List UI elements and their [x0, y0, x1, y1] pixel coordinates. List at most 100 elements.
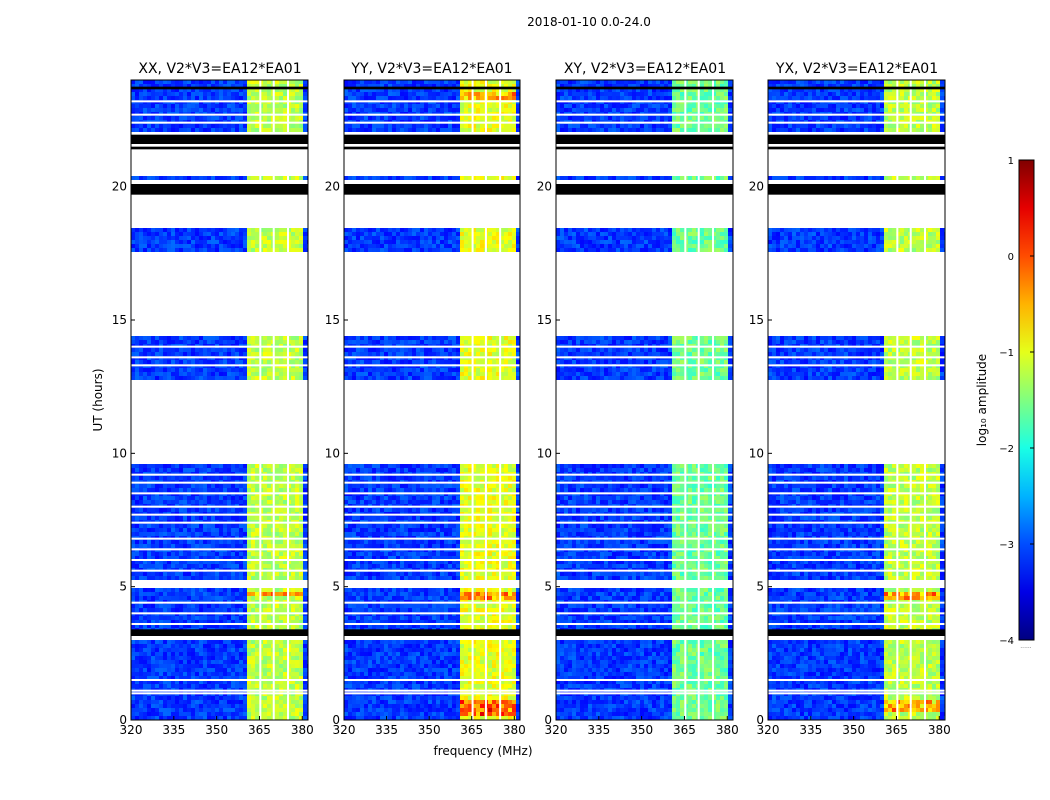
heatmap-cell	[283, 340, 287, 344]
heatmap-cell	[468, 88, 472, 92]
heatmap-cell	[243, 336, 247, 340]
heatmap-cell	[267, 176, 271, 180]
heatmap-cell	[219, 484, 223, 488]
heatmap-cell	[195, 336, 199, 340]
heatmap-cell	[267, 376, 271, 380]
heatmap-cell	[219, 528, 223, 532]
heatmap-cell	[143, 96, 147, 100]
heatmap-cell	[207, 104, 211, 108]
heatmap-cell	[243, 524, 247, 528]
heatmap-cell	[440, 176, 444, 180]
heatmap-cell	[247, 500, 251, 504]
heatmap-cell	[243, 516, 247, 520]
heatmap-cell	[175, 648, 179, 652]
heatmap-cell	[416, 108, 420, 112]
heatmap-cell	[303, 108, 307, 112]
heatmap-cell	[516, 240, 520, 244]
heatmap-cell	[203, 488, 207, 492]
heatmap-cell	[223, 716, 227, 720]
heatmap-cell	[299, 248, 303, 252]
heatmap-cell	[231, 88, 235, 92]
heatmap-cell	[348, 176, 352, 180]
heatmap-cell	[211, 176, 215, 180]
heatmap-cell	[251, 644, 255, 648]
heatmap-cell	[151, 656, 155, 660]
heatmap-cell	[239, 672, 243, 676]
heatmap-cell	[191, 88, 195, 92]
heatmap-cell	[199, 500, 203, 504]
heatmap-cell	[239, 484, 243, 488]
heatmap-cell	[211, 648, 215, 652]
heatmap-cell	[299, 708, 303, 712]
heatmap-cell	[356, 80, 360, 84]
heatmap-cell	[267, 464, 271, 468]
heatmap-cell	[247, 248, 251, 252]
heatmap-cell	[275, 496, 279, 500]
heatmap-cell	[183, 500, 187, 504]
heatmap-cell	[159, 708, 163, 712]
heatmap-cell	[211, 704, 215, 708]
heatmap-cell	[167, 552, 171, 556]
heatmap-cell	[187, 660, 191, 664]
heatmap-cell	[275, 676, 279, 680]
heatmap-cell	[512, 240, 516, 244]
heatmap-cell	[207, 128, 211, 132]
heatmap-cell	[191, 348, 195, 352]
heatmap-cell	[279, 700, 283, 704]
heatmap-cell	[207, 552, 211, 556]
heatmap-cell	[480, 84, 484, 88]
heatmap-cell	[263, 708, 267, 712]
heatmap-cell	[191, 576, 195, 580]
gap-line	[131, 492, 308, 495]
heatmap-cell	[239, 596, 243, 600]
heatmap-cell	[303, 232, 307, 236]
heatmap-cell	[263, 108, 267, 112]
heatmap-cell	[139, 528, 143, 532]
heatmap-cell	[368, 80, 372, 84]
heatmap-cell	[299, 232, 303, 236]
heatmap-cell	[187, 704, 191, 708]
heatmap-cell	[295, 708, 299, 712]
heatmap-cell	[372, 88, 376, 92]
heatmap-cell	[295, 672, 299, 676]
heatmap-cell	[275, 616, 279, 620]
heatmap-cell	[243, 92, 247, 96]
heatmap-cell	[131, 88, 135, 92]
heatmap-cell	[203, 716, 207, 720]
heatmap-cell	[203, 248, 207, 252]
heatmap-cell	[131, 248, 135, 252]
heatmap-cell	[263, 604, 267, 608]
heatmap-cell	[183, 244, 187, 248]
heatmap-cell	[175, 716, 179, 720]
heatmap-cell	[231, 104, 235, 108]
heatmap-cell	[207, 592, 211, 596]
heatmap-cell	[179, 92, 183, 96]
heatmap-cell	[203, 108, 207, 112]
heatmap-cell	[279, 248, 283, 252]
heatmap-cell	[239, 700, 243, 704]
heatmap-cell	[155, 716, 159, 720]
heatmap-cell	[275, 528, 279, 532]
heatmap-cell	[171, 500, 175, 504]
heatmap-cell	[203, 672, 207, 676]
heatmap-cell	[163, 368, 167, 372]
heatmap-cell	[476, 176, 480, 180]
heatmap-cell	[283, 608, 287, 612]
heatmap-cell	[147, 340, 151, 344]
heatmap-cell	[283, 124, 287, 128]
heatmap-cell	[275, 648, 279, 652]
heatmap-cell	[215, 672, 219, 676]
heatmap-cell	[167, 656, 171, 660]
heatmap-cell	[167, 228, 171, 232]
heatmap-cell	[267, 468, 271, 472]
heatmap-cell	[135, 516, 139, 520]
heatmap-cell	[295, 564, 299, 568]
heatmap-cell	[295, 684, 299, 688]
heatmap-cell	[227, 676, 231, 680]
heatmap-cell	[231, 624, 235, 628]
heatmap-cell	[235, 560, 239, 564]
heatmap-cell	[444, 116, 448, 120]
heatmap-cell	[516, 96, 520, 100]
heatmap-cell	[195, 376, 199, 380]
heatmap-cell	[143, 368, 147, 372]
